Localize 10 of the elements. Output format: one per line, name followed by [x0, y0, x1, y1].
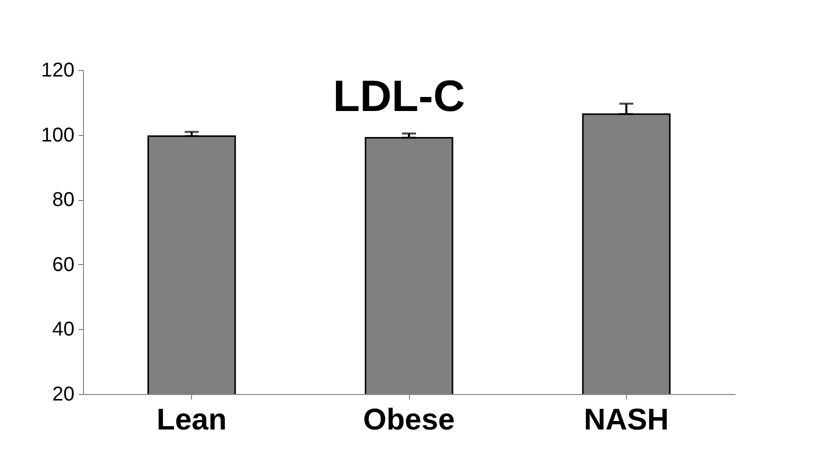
y-tick-label: 80 — [52, 189, 74, 212]
y-tick-label: 20 — [52, 384, 74, 406]
x-tick-label: NASH — [584, 404, 669, 436]
x-tick-label: Lean — [156, 404, 227, 436]
y-tick-label: 100 — [41, 124, 74, 146]
x-tick-label: Obese — [363, 404, 455, 436]
y-tick-label: 40 — [52, 318, 74, 341]
y-tick-label: 60 — [52, 254, 74, 276]
y-tick-label: 120 — [41, 60, 74, 82]
chart-title: LDL-C — [333, 72, 465, 121]
